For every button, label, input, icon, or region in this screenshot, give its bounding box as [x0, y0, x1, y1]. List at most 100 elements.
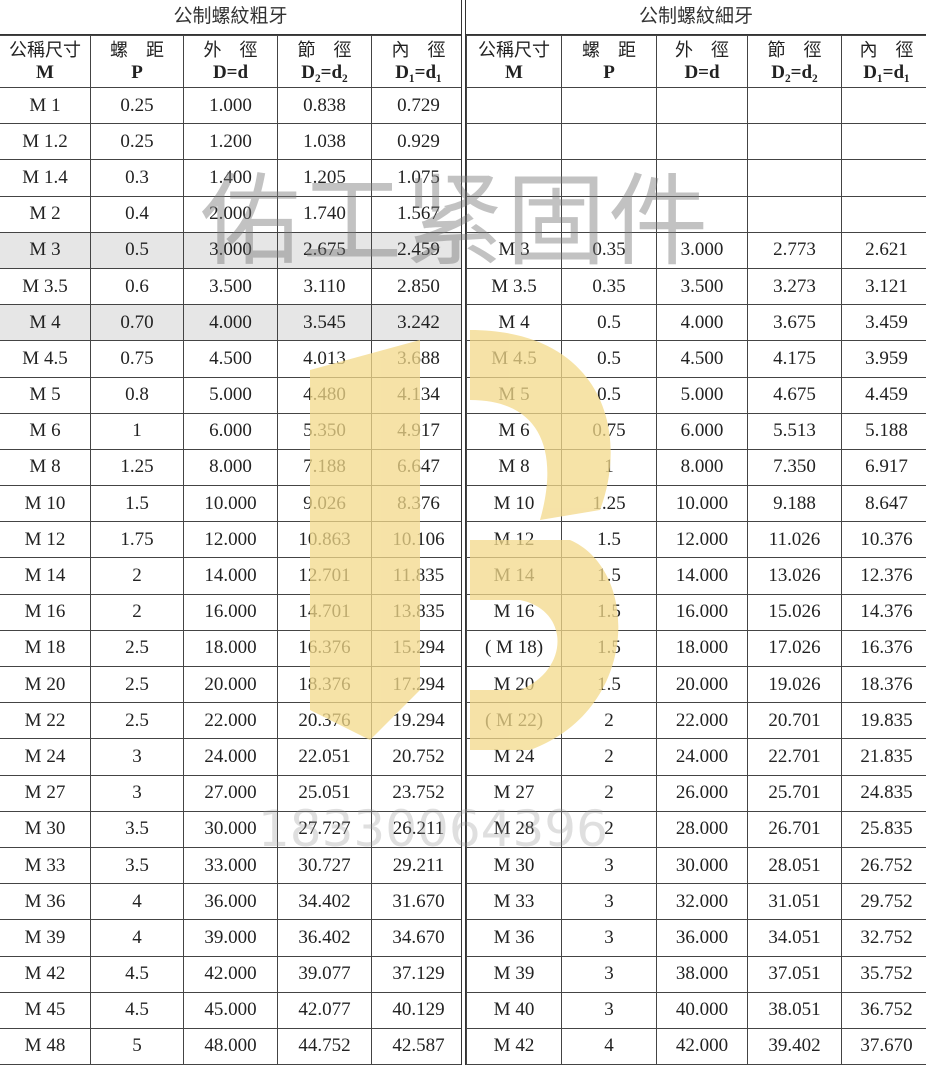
- cell-major-diameter: 38.000: [656, 955, 748, 993]
- cell-major-diameter: 36.000: [656, 919, 748, 957]
- header-label-cn: 內 徑: [391, 39, 446, 61]
- cell-minor-diameter: 35.752: [841, 955, 926, 993]
- cell-major-diameter: 3.000: [183, 231, 278, 269]
- cell-size: M 30: [466, 846, 562, 885]
- cell-pitch: 1.25: [561, 485, 657, 523]
- table-row: M 8 1.25 8.000 7.188 6.647: [0, 448, 466, 487]
- cell-pitch-diameter: 13.026: [747, 557, 842, 595]
- cell-pitch-diameter: 10.863: [277, 521, 372, 559]
- cell-major-diameter: 8.000: [656, 448, 748, 487]
- cell-size: M 33: [466, 883, 562, 921]
- cell-pitch-diameter: 20.376: [277, 702, 372, 740]
- cell-size: M 33: [0, 846, 91, 885]
- cell-pitch-diameter: 3.545: [277, 304, 372, 342]
- cell-pitch-diameter: 2.675: [277, 231, 372, 269]
- cell-minor-diameter: 10.106: [371, 521, 466, 559]
- cell-major-diameter: 4.000: [183, 304, 278, 342]
- cell-major-diameter: 24.000: [656, 738, 748, 776]
- cell-pitch: 0.35: [561, 267, 657, 306]
- table-row: M 16 1.5 16.000 15.026 14.376: [466, 593, 926, 631]
- cell-size: M 27: [466, 774, 562, 812]
- table-row: M 4 0.70 4.000 3.545 3.242: [0, 304, 466, 342]
- cell-pitch-diameter: 2.773: [747, 231, 842, 269]
- table-row: M 42 4 42.000 39.402 37.670: [466, 1027, 926, 1065]
- cell-minor-diameter: 18.376: [841, 665, 926, 704]
- cell-pitch: 4.5: [90, 991, 184, 1029]
- cell-pitch-diameter: 16.376: [277, 629, 372, 668]
- cell-size: M 12: [0, 521, 91, 559]
- cell-minor-diameter: 3.959: [841, 340, 926, 378]
- cell-size: M 30: [0, 810, 91, 848]
- header-label-symbol: M: [36, 61, 54, 83]
- cell-size: M 16: [466, 593, 562, 631]
- cell-size: M 36: [466, 919, 562, 957]
- cell-pitch-diameter: [747, 123, 842, 161]
- cell-pitch: 0.25: [90, 86, 184, 125]
- cell-major-diameter: 16.000: [183, 593, 278, 631]
- cell-pitch: 0.75: [90, 340, 184, 378]
- cell-pitch-diameter: 39.077: [277, 955, 372, 993]
- table-row: M 14 1.5 14.000 13.026 12.376: [466, 557, 926, 595]
- table-row: M 30 3 30.000 28.051 26.752: [466, 846, 926, 885]
- cell-pitch-diameter: 0.838: [277, 86, 372, 125]
- cell-pitch-diameter: 7.350: [747, 448, 842, 487]
- cell-pitch: 0.75: [561, 412, 657, 450]
- cell-major-diameter: 22.000: [656, 702, 748, 740]
- cell-major-diameter: [656, 123, 748, 161]
- cell-minor-diameter: 2.459: [371, 231, 466, 269]
- table-row: M 4.5 0.75 4.500 4.013 3.688: [0, 340, 466, 378]
- cell-pitch: 0.5: [90, 231, 184, 269]
- cell-pitch: 3: [561, 919, 657, 957]
- cell-major-diameter: 14.000: [656, 557, 748, 595]
- cell-minor-diameter: 1.567: [371, 195, 466, 233]
- table-row: [466, 86, 926, 125]
- cell-pitch-diameter: 4.480: [277, 376, 372, 414]
- cell-major-diameter: 20.000: [656, 665, 748, 704]
- cell-major-diameter: 3.500: [656, 267, 748, 306]
- cell-pitch-diameter: 7.188: [277, 448, 372, 487]
- cell-major-diameter: 4.500: [183, 340, 278, 378]
- cell-pitch: 2: [561, 810, 657, 848]
- cell-pitch: 2: [90, 593, 184, 631]
- cell-pitch: 1.75: [90, 521, 184, 559]
- cell-major-diameter: 1.200: [183, 123, 278, 161]
- cell-major-diameter: 39.000: [183, 919, 278, 957]
- cell-pitch-diameter: [747, 86, 842, 125]
- table-row: M 42 4.5 42.000 39.077 37.129: [0, 955, 466, 993]
- table-row: M 20 1.5 20.000 19.026 18.376: [466, 665, 926, 704]
- cell-pitch: 4: [90, 919, 184, 957]
- cell-minor-diameter: 2.850: [371, 267, 466, 306]
- cell-major-diameter: 18.000: [656, 629, 748, 668]
- cell-minor-diameter: 29.752: [841, 883, 926, 921]
- cell-pitch: 3: [561, 846, 657, 885]
- cell-minor-diameter: 0.929: [371, 123, 466, 161]
- cell-minor-diameter: 14.376: [841, 593, 926, 631]
- cell-minor-diameter: 11.835: [371, 557, 466, 595]
- cell-minor-diameter: 13.835: [371, 593, 466, 631]
- cell-major-diameter: 30.000: [183, 810, 278, 848]
- cell-pitch-diameter: 30.727: [277, 846, 372, 885]
- cell-pitch: 0.5: [561, 376, 657, 414]
- cell-pitch-diameter: 3.273: [747, 267, 842, 306]
- cell-pitch-diameter: 26.701: [747, 810, 842, 848]
- cell-size: M 4.5: [466, 340, 562, 378]
- cell-minor-diameter: [841, 86, 926, 125]
- cell-minor-diameter: 37.129: [371, 955, 466, 993]
- cell-major-diameter: 1.000: [183, 86, 278, 125]
- fine-thread-title: 公制螺紋細牙: [466, 0, 926, 35]
- cell-pitch-diameter: 22.701: [747, 738, 842, 776]
- cell-pitch-diameter: 20.701: [747, 702, 842, 740]
- cell-size: ( M 18): [466, 629, 562, 668]
- cell-major-diameter: 32.000: [656, 883, 748, 921]
- cell-minor-diameter: 3.242: [371, 304, 466, 342]
- header-minor-diameter: 內 徑 D₁=d₁: [371, 35, 466, 88]
- cell-size: M 6: [0, 412, 91, 450]
- cell-pitch: 0.5: [561, 304, 657, 342]
- cell-size: [466, 86, 562, 125]
- cell-major-diameter: 12.000: [183, 521, 278, 559]
- cell-pitch: [561, 86, 657, 125]
- cell-pitch: 3.5: [90, 810, 184, 848]
- cell-pitch-diameter: 1.038: [277, 123, 372, 161]
- header-label-symbol: D₁=d₁: [863, 61, 910, 83]
